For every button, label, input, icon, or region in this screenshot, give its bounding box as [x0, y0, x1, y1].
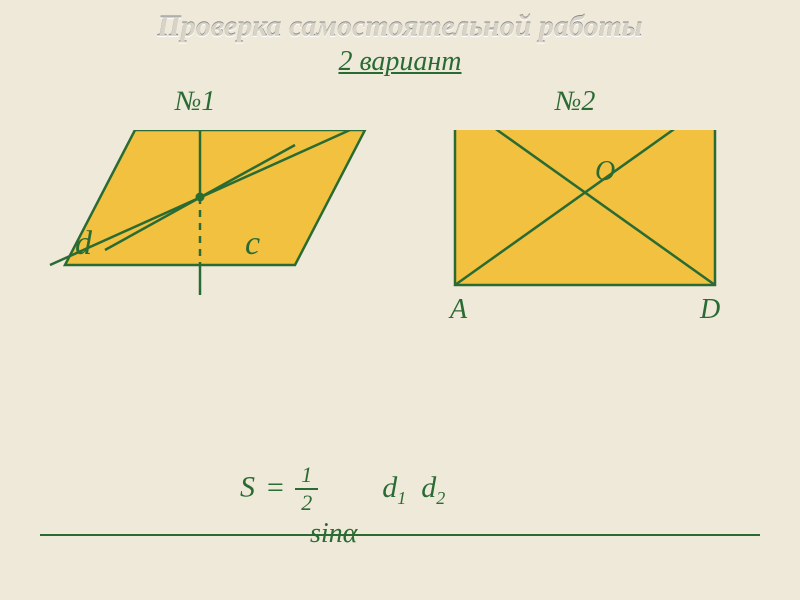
formula-eq: = [265, 471, 285, 504]
problem-label-1: №1 [175, 86, 215, 118]
diagram-2: A B C D O [448, 130, 720, 325]
diagram-1: n d c [50, 130, 365, 295]
formula: S = 1 2 d1 d2 sinα [240, 468, 445, 550]
svg-text:A: A [448, 294, 468, 325]
formula-fraction: 1 2 [295, 464, 318, 514]
problem-label-2: №2 [555, 86, 595, 118]
page-title: Проверка самостоятельной работы [0, 0, 800, 44]
diagrams-svg: n d c A B C D O [0, 130, 800, 470]
svg-text:O: O [595, 156, 615, 187]
svg-text:d: d [75, 225, 93, 262]
svg-text:D: D [699, 294, 720, 325]
svg-text:c: c [245, 225, 260, 262]
formula-d1d2: d1 d2 [382, 471, 445, 509]
formula-S: S [240, 471, 255, 504]
subtitle: 2 вариант [0, 46, 800, 78]
divider-line [40, 534, 760, 536]
